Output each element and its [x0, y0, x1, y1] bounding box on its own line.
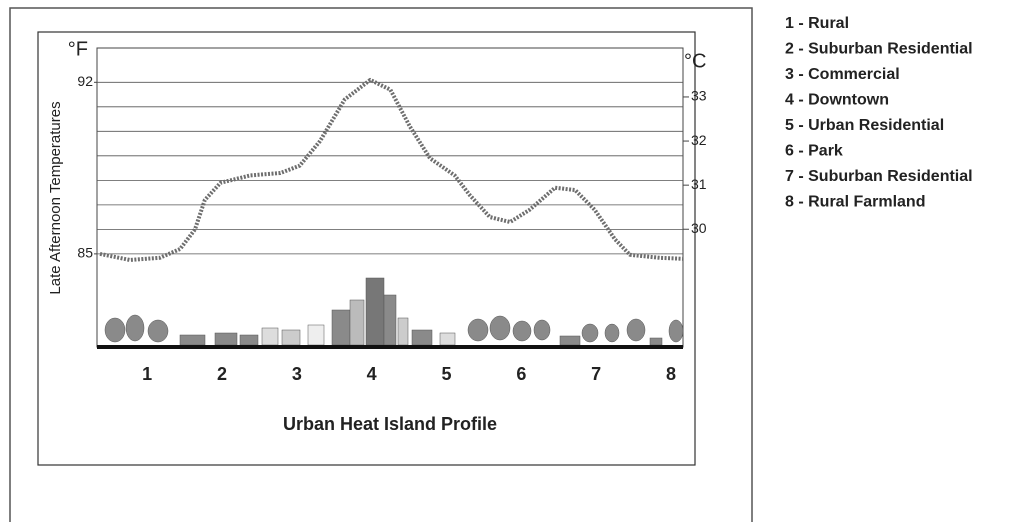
y-tick-label: 92: [77, 73, 93, 89]
ground-line: [97, 345, 683, 349]
x-tick-label: 3: [292, 364, 302, 384]
chart-title: Urban Heat Island Profile: [283, 414, 497, 434]
legend-entry: 8 - Rural Farmland: [785, 194, 925, 211]
legend-entry: 1 - Rural: [785, 15, 849, 32]
y2-unit: °C: [684, 50, 706, 72]
legend: 1 - Rural 2 - Suburban Residential 3 - Com…: [785, 15, 973, 211]
y-unit: °F: [68, 38, 88, 60]
y-tick-label: 85: [77, 245, 93, 261]
x-tick-label: 1: [142, 364, 152, 384]
legend-entry: 6 - Park: [785, 143, 843, 160]
legend-entry: 4 - Downtown: [785, 92, 889, 109]
legend-entry: 2 - Suburban Residential: [785, 41, 973, 58]
y2-tick-label: 30: [691, 220, 707, 236]
y2-tick-label: 32: [691, 132, 707, 148]
x-tick-label: 6: [516, 364, 526, 384]
y2-tick-label: 31: [691, 176, 707, 192]
y-axis-label: Late Afternoon Temperatures: [47, 101, 64, 294]
x-tick-label: 5: [441, 364, 451, 384]
y2-tick-label: 33: [691, 88, 707, 104]
legend-entry: 3 - Commercial: [785, 66, 900, 83]
temperature-line: [99, 77, 684, 262]
x-tick-label: 2: [217, 364, 227, 384]
x-tick-label: 8: [666, 364, 676, 384]
legend-entry: 7 - Suburban Residential: [785, 168, 973, 185]
legend-entry: 5 - Urban Residential: [785, 117, 944, 134]
x-tick-label: 4: [367, 364, 377, 384]
chart-frame: [37, 31, 696, 466]
skyline-illustration: [104, 277, 684, 346]
x-tick-label: 7: [591, 364, 601, 384]
